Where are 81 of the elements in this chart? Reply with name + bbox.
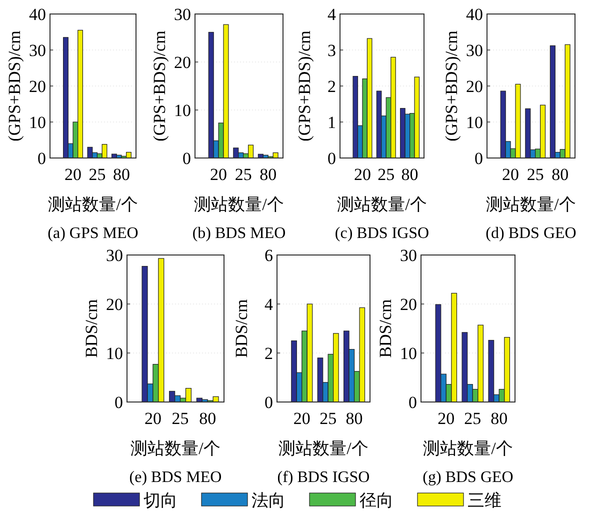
y-tick-label: 20: [466, 77, 483, 96]
bar: [63, 37, 68, 158]
x-axis-title: 测站数量/个: [194, 195, 284, 214]
x-axis-title: 测站数量/个: [48, 195, 138, 214]
y-tick-label: 30: [466, 41, 483, 60]
y-tick-label: 30: [174, 5, 191, 24]
y-tick-label: 10: [29, 113, 46, 132]
x-tick-label: 20: [210, 165, 228, 184]
x-tick-label: 80: [346, 409, 363, 428]
x-axis-title: 测站数量/个: [130, 439, 220, 458]
y-tick-label: 0: [114, 393, 123, 412]
y-tick-label: 30: [400, 246, 417, 265]
y-tick-label: 10: [466, 113, 483, 132]
x-tick-label: 80: [552, 165, 569, 184]
text: (a) GPS MEO: [48, 225, 138, 242]
x-axis-title: 测站数量/个: [423, 439, 513, 458]
x-tick-label: 80: [260, 165, 277, 184]
x-tick-label: 20: [354, 165, 371, 184]
y-tick-label: 0: [408, 393, 417, 412]
legend-label: 三维: [468, 491, 502, 510]
y-axis-title: BDS/cm: [232, 299, 251, 358]
y-axis-title: (GPS+BDS)/cm: [295, 30, 314, 142]
y-axis-title: (GPS+BDS)/cm: [5, 30, 24, 142]
bar: [208, 32, 214, 158]
y-tick-label: 4: [328, 5, 336, 24]
x-tick-label: 20: [502, 165, 520, 184]
x-tick-label: 20: [64, 165, 82, 184]
x-tick-label: 80: [112, 165, 130, 184]
text: (g) BDS GEO: [422, 469, 514, 486]
legend-label: 径向: [360, 491, 394, 510]
x-tick-label: 80: [199, 409, 216, 428]
y-tick-label: 2: [264, 344, 273, 363]
y-tick-label: 30: [29, 41, 46, 60]
text: (b) BDS MEO: [192, 225, 286, 242]
y-tick-label: 10: [106, 344, 123, 363]
y-tick-label: 40: [466, 5, 483, 24]
x-axis-title: 测站数量/个: [337, 195, 427, 214]
y-tick-label: 0: [182, 149, 191, 168]
y-tick-label: 0: [38, 149, 46, 168]
y-tick-label: 3: [328, 41, 336, 60]
x-tick-label: 25: [172, 409, 189, 428]
x-tick-label: 80: [401, 165, 418, 184]
x-tick-label: 25: [526, 165, 544, 184]
bar: [352, 76, 358, 158]
legend-label: 法向: [252, 491, 286, 510]
x-tick-label: 25: [234, 165, 252, 184]
y-axis-title: BDS/cm: [82, 299, 101, 358]
text: (d) BDS GEO: [486, 225, 576, 242]
x-tick-label: 25: [88, 165, 106, 184]
y-tick-label: 20: [29, 77, 46, 96]
y-tick-label: 1: [328, 113, 336, 132]
y-tick-label: 10: [400, 344, 417, 363]
bar: [525, 108, 531, 158]
y-tick-label: 30: [106, 246, 123, 265]
y-axis-title: BDS/cm: [376, 299, 395, 358]
y-tick-label: 4: [264, 295, 274, 314]
x-tick-label: 25: [378, 165, 395, 184]
text: (e) BDS MEO: [129, 469, 222, 486]
y-tick-label: 0: [264, 393, 273, 412]
legend-label: 切向: [144, 491, 178, 510]
y-tick-label: 20: [174, 53, 191, 72]
x-tick-label: 80: [490, 409, 508, 428]
y-tick-label: 20: [106, 295, 123, 314]
x-tick-label: 20: [293, 409, 310, 428]
y-tick-label: 10: [174, 101, 191, 120]
x-tick-label: 25: [464, 409, 482, 428]
y-axis-title: (GPS+BDS)/cm: [150, 30, 169, 142]
x-tick-label: 20: [438, 409, 455, 428]
y-tick-label: 40: [29, 5, 46, 24]
y-tick-label: 0: [328, 149, 336, 168]
y-tick-label: 20: [400, 295, 417, 314]
x-axis-title: 测站数量/个: [486, 195, 576, 214]
y-tick-label: 2: [328, 77, 336, 96]
y-tick-label: 6: [264, 246, 273, 265]
x-tick-label: 25: [320, 409, 337, 428]
y-axis-title: (GPS+BDS)/cm: [442, 30, 461, 142]
x-tick-label: 20: [144, 409, 162, 428]
x-axis-title: 测站数量/个: [278, 439, 368, 458]
text: (c) BDS IGSO: [334, 225, 430, 242]
text: (f) BDS IGSO: [277, 469, 370, 486]
y-tick-label: 0: [474, 149, 483, 168]
